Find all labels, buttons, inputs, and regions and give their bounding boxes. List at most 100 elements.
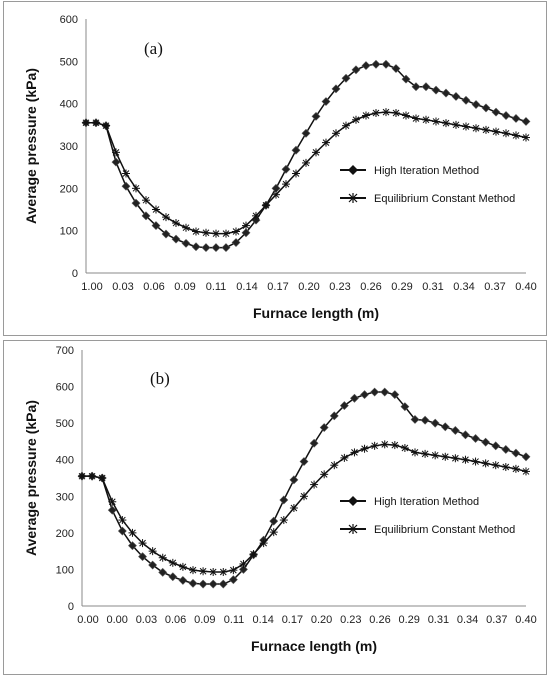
data-point-high-iteration — [420, 415, 430, 425]
data-point-high-iteration — [158, 567, 168, 577]
data-point-equilibrium-constant — [102, 121, 110, 130]
data-point-equilibrium-constant — [172, 219, 180, 228]
data-point-equilibrium-constant — [461, 455, 470, 464]
data-point-equilibrium-constant — [452, 120, 460, 129]
data-point-high-iteration — [360, 390, 369, 400]
data-point-high-iteration — [391, 64, 401, 73]
y-tick-label: 200 — [60, 183, 78, 195]
data-point-high-iteration — [151, 221, 161, 231]
y-tick-label: 0 — [72, 268, 78, 280]
data-point-high-iteration — [501, 445, 511, 454]
data-point-high-iteration — [131, 198, 141, 208]
legend-marker-equilibrium-constant — [348, 193, 358, 203]
x-tick-label: 0.23 — [329, 281, 350, 293]
data-point-equilibrium-constant — [431, 451, 440, 460]
data-point-high-iteration — [380, 387, 390, 397]
y-tick-label: 300 — [56, 491, 74, 503]
data-point-high-iteration — [269, 516, 279, 526]
x-tick-label: 0.03 — [136, 614, 157, 626]
data-point-equilibrium-constant — [302, 158, 310, 167]
data-point-equilibrium-constant — [229, 566, 238, 575]
data-point-equilibrium-constant — [442, 119, 450, 128]
y-tick-label: 400 — [60, 99, 78, 111]
data-point-equilibrium-constant — [152, 205, 160, 214]
data-point-equilibrium-constant — [432, 117, 440, 126]
data-point-equilibrium-constant — [192, 227, 200, 236]
data-point-high-iteration — [331, 84, 341, 94]
y-tick-label: 700 — [56, 345, 74, 357]
data-point-equilibrium-constant — [462, 122, 470, 131]
data-point-high-iteration — [451, 92, 461, 101]
x-axis-title: Furnace length (m) — [253, 305, 379, 321]
chart-a: 0 100 200 300 400 500 600 1.00 0.03 0.06 0.09 0.11 0… — [23, 14, 537, 321]
data-point-equilibrium-constant — [411, 448, 419, 457]
y-axis-title: Average pressure (kPa) — [23, 68, 39, 224]
data-point-equilibrium-constant — [279, 516, 288, 525]
data-point-equilibrium-constant — [352, 115, 360, 124]
data-point-equilibrium-constant — [360, 444, 369, 453]
data-point-equilibrium-constant — [199, 567, 208, 576]
data-point-high-iteration — [440, 422, 450, 432]
data-point-equilibrium-constant — [128, 528, 137, 537]
data-point-equilibrium-constant — [209, 567, 218, 576]
data-point-high-iteration — [218, 579, 228, 589]
data-point-high-iteration — [168, 572, 178, 582]
data-point-equilibrium-constant — [212, 229, 220, 238]
panel-label: (b) — [150, 369, 170, 388]
data-point-high-iteration — [351, 65, 361, 75]
data-point-equilibrium-constant — [272, 190, 280, 199]
x-tick-label: 0.14 — [236, 281, 257, 293]
x-tick-label: 0.26 — [360, 281, 381, 293]
data-point-equilibrium-constant — [112, 148, 120, 157]
data-point-high-iteration — [521, 117, 531, 126]
data-point-high-iteration — [181, 238, 191, 248]
data-point-high-iteration — [191, 242, 201, 252]
data-point-equilibrium-constant — [132, 184, 140, 193]
data-point-high-iteration — [291, 145, 301, 155]
data-point-high-iteration — [461, 95, 471, 105]
data-point-high-iteration — [401, 74, 411, 84]
data-point-high-iteration — [511, 114, 521, 123]
legend-label-equilibrium-constant: Equilibrium Constant Method — [374, 193, 515, 205]
legend-marker-high-iteration — [348, 496, 358, 506]
x-tick-label: 0.29 — [391, 281, 412, 293]
x-tick-label: 0.20 — [298, 281, 319, 293]
data-point-equilibrium-constant — [340, 453, 349, 462]
data-point-high-iteration — [148, 560, 158, 570]
legend-label-high-iteration: High Iteration Method — [374, 496, 479, 508]
data-point-equilibrium-constant — [392, 108, 400, 117]
data-point-equilibrium-constant — [300, 492, 308, 501]
x-tick-label: 1.00 — [81, 281, 102, 293]
x-tick-label: 0.09 — [174, 281, 195, 293]
data-point-high-iteration — [511, 448, 521, 458]
data-point-equilibrium-constant — [390, 441, 399, 450]
x-tick-label: 0.34 — [457, 614, 478, 626]
y-tick-label: 200 — [56, 528, 74, 540]
data-point-equilibrium-constant — [249, 550, 258, 559]
y-tick-label: 500 — [56, 418, 74, 430]
data-point-equilibrium-constant — [259, 539, 268, 548]
data-point-high-iteration — [299, 457, 309, 466]
x-tick-label: 0.37 — [484, 281, 505, 293]
x-tick-label: 0.11 — [206, 281, 227, 293]
data-point-equilibrium-constant — [380, 440, 389, 449]
data-point-high-iteration — [430, 418, 440, 428]
y-tick-label: 100 — [56, 564, 74, 576]
x-tick-label: 0.34 — [453, 281, 474, 293]
chart-panel-a: 0 100 200 300 400 500 600 1.00 0.03 0.06 0.09 0.11 0… — [3, 1, 547, 336]
data-point-high-iteration — [371, 59, 381, 69]
x-tick-label: 0.03 — [112, 281, 133, 293]
data-point-high-iteration — [111, 157, 121, 167]
series-line-high-iteration — [86, 63, 527, 249]
data-point-equilibrium-constant — [512, 131, 520, 140]
data-point-equilibrium-constant — [168, 558, 177, 567]
data-point-equilibrium-constant — [222, 229, 230, 238]
data-point-equilibrium-constant — [182, 223, 190, 232]
data-point-high-iteration — [329, 411, 339, 421]
data-point-high-iteration — [281, 164, 291, 174]
data-point-high-iteration — [481, 103, 491, 113]
data-point-high-iteration — [319, 423, 329, 432]
x-axis-title: Furnace length (m) — [251, 638, 377, 654]
data-point-high-iteration — [370, 387, 380, 397]
data-point-high-iteration — [241, 228, 251, 238]
